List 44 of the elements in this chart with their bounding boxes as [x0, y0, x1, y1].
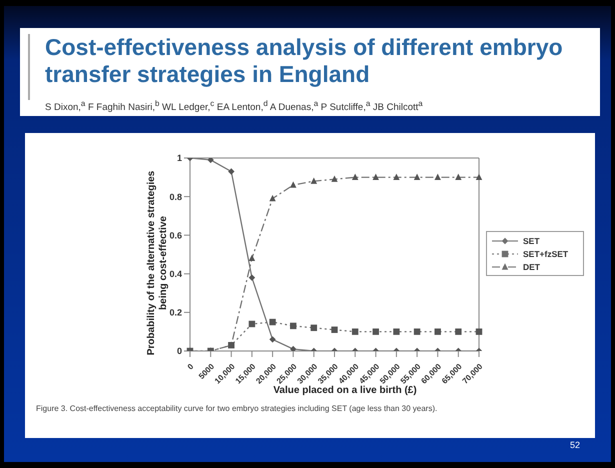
- y-tick-label: 0.8: [169, 192, 182, 202]
- caption: Figure 3. Cost-effectiveness acceptability curve for two embryo strategies including SET (age less than 30 years).: [36, 404, 438, 413]
- point: [455, 328, 462, 335]
- point: [290, 181, 296, 188]
- point: [352, 174, 358, 180]
- point: [393, 328, 400, 335]
- point: [207, 158, 214, 164]
- point: [393, 174, 400, 180]
- point: [372, 328, 379, 335]
- x-tick-label: 0: [186, 362, 196, 372]
- legend-label: SET+fzSET: [522, 248, 570, 260]
- point: [310, 324, 318, 332]
- point: [269, 318, 276, 326]
- point: [248, 320, 256, 328]
- chart-title: Cost-effectiveness analysis of different embryo transfer strategies in England: [45, 34, 564, 88]
- legend-label: SET: [522, 234, 541, 247]
- x-axis-title: Value placed on a live birth (£): [272, 385, 418, 396]
- legend-label: DET: [522, 260, 541, 273]
- point: [476, 328, 482, 335]
- y-tick-label: 0: [176, 346, 182, 356]
- y-tick-label: 1: [176, 153, 182, 164]
- y-tick-label: 0.4: [169, 268, 182, 279]
- point: [331, 176, 338, 182]
- point: [434, 328, 441, 335]
- point: [269, 194, 276, 202]
- point: [290, 322, 296, 330]
- y-axis-title: Probability of the alternative strategies being cost-effective: [146, 170, 170, 358]
- point: [476, 174, 482, 180]
- point: [434, 174, 441, 180]
- point: [372, 174, 379, 180]
- text: S Dixon,$^{a}$ F Faghih Nasiri,$^{b}$ WL Ledger,$^{c}$ EA Lenton,$^{d}$ A Duenas,$^{a}$ P Sutcliffe,$^{a}$ JB Chilcott$^{a}$: [45, 99, 423, 114]
- point: [414, 174, 420, 180]
- point: [455, 174, 462, 180]
- point: [352, 328, 358, 335]
- point: [248, 274, 256, 281]
- point: [269, 336, 276, 343]
- point: [331, 326, 338, 333]
- point: [414, 328, 420, 335]
- point: [310, 177, 318, 184]
- point: [290, 346, 296, 351]
- text: 52: [570, 440, 580, 450]
- y-tick-label: 0.6: [169, 230, 182, 240]
- point: [248, 254, 256, 262]
- y-tick-label: 0.2: [169, 308, 182, 318]
